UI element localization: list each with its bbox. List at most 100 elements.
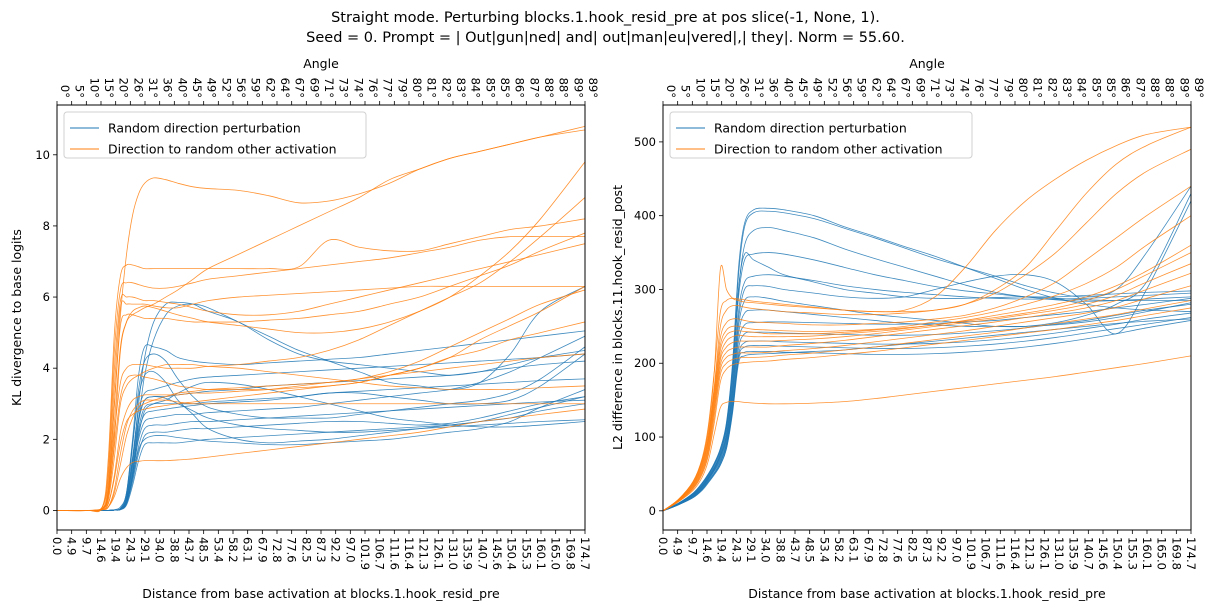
x-tick-label: 116.4 xyxy=(402,537,416,570)
x-tick-label: 14.6 xyxy=(700,537,714,563)
x-tick-label: 9.7 xyxy=(685,537,699,555)
x-tick-label: 135.9 xyxy=(461,537,475,570)
top-x-tick-label: 88° xyxy=(542,78,556,98)
top-x-tick-label: 88° xyxy=(557,78,571,98)
series-line-random-16 xyxy=(57,330,585,511)
top-x-tick-label: 86° xyxy=(1119,78,1133,98)
top-x-tick-label: 49° xyxy=(811,78,825,98)
suptitle-line-1: Straight mode. Perturbing blocks.1.hook_… xyxy=(331,10,880,26)
x-tick-label: 82.5 xyxy=(299,537,313,563)
x-tick-label: 77.6 xyxy=(891,537,905,563)
series-line-other-11 xyxy=(663,307,1191,512)
top-x-tick-label: 87° xyxy=(527,78,541,98)
series-line-other-13 xyxy=(57,399,585,511)
top-x-tick-label: 88° xyxy=(1163,78,1177,98)
series-line-random-31 xyxy=(57,389,585,511)
x-tick-label: 174.7 xyxy=(578,537,592,570)
top-x-tick-label: 62° xyxy=(263,78,277,98)
top-x-tick-label: 5° xyxy=(679,85,693,98)
top-x-tick-label: 52° xyxy=(219,78,233,98)
x-tick-label: 24.3 xyxy=(729,537,743,563)
x-tick-label: 121.3 xyxy=(1023,537,1037,570)
y-tick-label: 100 xyxy=(634,430,656,444)
x-tick-label: 72.8 xyxy=(876,537,890,563)
top-x-tick-label: 59° xyxy=(855,78,869,98)
series-line-random-21 xyxy=(663,302,1191,512)
series-line-random-24 xyxy=(663,312,1191,512)
top-x-tick-label: 15° xyxy=(102,78,116,98)
top-x-tick-label: 81° xyxy=(1031,78,1045,98)
top-x-tick-label: 67° xyxy=(293,78,307,98)
legend: Random direction perturbation Direction t… xyxy=(669,111,973,159)
top-x-tick-label: 31° xyxy=(146,78,160,98)
x-tick-label: 58.2 xyxy=(832,537,846,563)
top-x-tick-label: 52° xyxy=(825,78,839,98)
top-x-tick-label: 64° xyxy=(278,78,292,98)
top-x-tick-label: 45° xyxy=(190,78,204,98)
x-tick-label: 63.1 xyxy=(241,537,255,563)
x-tick-label: 48.5 xyxy=(803,537,817,563)
x-axis-label: Distance from base activation at blocks.… xyxy=(142,586,500,601)
top-x-tick-label: 82° xyxy=(439,78,453,98)
x-tick-label: 116.4 xyxy=(1008,537,1022,570)
top-x-tick-label: 81° xyxy=(425,78,439,98)
x-tick-label: 169.8 xyxy=(1169,537,1183,570)
x-tick-label: 0.0 xyxy=(50,537,64,555)
top-x-tick-label: 89° xyxy=(571,78,585,98)
x-tick-label: 58.2 xyxy=(226,537,240,563)
y-tick-label: 0 xyxy=(43,503,50,517)
x-tick-label: 92.2 xyxy=(329,537,343,563)
x-tick-label: 53.4 xyxy=(211,537,225,563)
y-tick-label: 400 xyxy=(634,209,656,223)
series-line-other-2 xyxy=(663,148,1191,512)
y-tick-label: 500 xyxy=(634,135,656,149)
y-tick-label: 200 xyxy=(634,356,656,370)
x-tick-label: 140.7 xyxy=(1081,537,1095,570)
top-x-tick-label: 89° xyxy=(1177,78,1191,98)
x-tick-label: 87.3 xyxy=(920,537,934,563)
top-x-tick-label: 31° xyxy=(752,78,766,98)
top-x-tick-label: 67° xyxy=(899,78,913,98)
series-line-other-14 xyxy=(57,353,585,511)
x-tick-label: 82.5 xyxy=(905,537,919,563)
chart-panel-kl: 0.0 0° 4.9 5° 9.7 10° 14.6 15° 19.4 20° 24.3 26° 29.… xyxy=(9,56,600,601)
x-tick-label: 53.4 xyxy=(817,537,831,563)
series-line-other-12 xyxy=(57,321,585,511)
series-line-other-0 xyxy=(663,126,1191,512)
x-tick-label: 121.3 xyxy=(417,537,431,570)
top-x-tick-label: 26° xyxy=(131,78,145,98)
series-line-other-3 xyxy=(57,235,585,512)
series-line-other-6 xyxy=(663,252,1191,512)
top-x-tick-label: 10° xyxy=(693,78,707,98)
x-tick-label: 106.7 xyxy=(979,537,993,570)
series-line-other-2 xyxy=(57,218,585,513)
x-tick-label: 14.6 xyxy=(94,537,108,563)
x-tick-label: 155.3 xyxy=(1125,537,1139,570)
top-x-tick-label: 85° xyxy=(483,78,497,98)
top-x-tick-label: 77° xyxy=(381,78,395,98)
top-x-tick-label: 36° xyxy=(767,78,781,98)
x-tick-label: 145.6 xyxy=(1096,537,1110,570)
x-tick-label: 48.5 xyxy=(197,537,211,563)
top-x-tick-label: 79° xyxy=(395,78,409,98)
legend-label-random: Random direction perturbation xyxy=(108,121,301,136)
top-x-tick-label: 74° xyxy=(957,78,971,98)
series-line-other-10 xyxy=(663,300,1191,512)
x-tick-label: 19.4 xyxy=(715,537,729,563)
series-line-random-13 xyxy=(663,207,1191,512)
x-tick-label: 43.7 xyxy=(788,537,802,563)
x-tick-label: 38.8 xyxy=(167,537,181,563)
series-line-other-15 xyxy=(57,408,585,511)
x-tick-label: 135.9 xyxy=(1067,537,1081,570)
y-axis-label: L2 difference in blocks.11.hook_resid_po… xyxy=(610,185,625,450)
y-tick-label: 8 xyxy=(43,219,50,233)
top-x-tick-label: 20° xyxy=(723,78,737,98)
series-line-other-8 xyxy=(57,197,585,511)
legend-label-random: Random direction perturbation xyxy=(714,121,907,136)
y-tick-label: 4 xyxy=(43,361,50,375)
top-x-tick-label: 85° xyxy=(498,78,512,98)
top-x-axis-label: Angle xyxy=(909,56,945,71)
top-x-tick-label: 79° xyxy=(1001,78,1015,98)
x-tick-label: 19.4 xyxy=(109,537,123,563)
x-tick-label: 145.6 xyxy=(490,537,504,570)
